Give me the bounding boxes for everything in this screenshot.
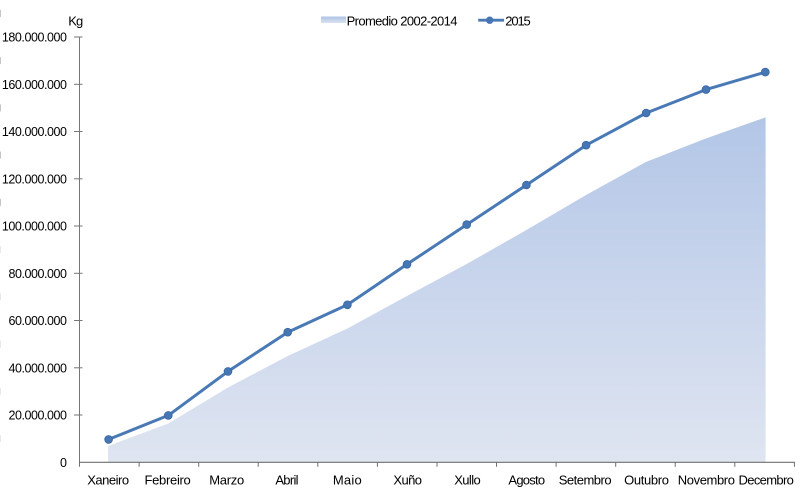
svg-text:0: 0	[60, 456, 67, 470]
svg-text:180.000.000: 180.000.000	[2, 31, 67, 45]
svg-text:Maio: Maio	[333, 473, 362, 488]
svg-text:Novembro: Novembro	[678, 473, 735, 488]
svg-text:60.000.000: 60.000.000	[8, 314, 67, 328]
svg-text:20.000.000: 20.000.000	[8, 409, 67, 423]
svg-text:Kg: Kg	[68, 14, 83, 29]
svg-text:40.000.000: 40.000.000	[8, 361, 67, 375]
svg-text:80.000.000: 80.000.000	[8, 267, 67, 281]
svg-text:2015: 2015	[505, 14, 530, 29]
svg-text:Abril: Abril	[275, 473, 298, 488]
svg-text:Decembro: Decembro	[739, 473, 794, 488]
svg-text:Marzo: Marzo	[209, 473, 244, 488]
svg-text:Xullo: Xullo	[454, 473, 480, 488]
svg-text:Outubro: Outubro	[624, 473, 669, 488]
svg-text:Xuño: Xuño	[393, 473, 421, 488]
svg-text:160.000.000: 160.000.000	[2, 78, 67, 92]
svg-text:Xaneiro: Xaneiro	[87, 473, 129, 488]
svg-text:Agosto: Agosto	[508, 473, 544, 488]
svg-text:140.000.000: 140.000.000	[2, 125, 67, 139]
svg-text:Promedio 2002-2014: Promedio 2002-2014	[347, 14, 458, 29]
svg-text:Febreiro: Febreiro	[144, 473, 190, 488]
svg-text:100.000.000: 100.000.000	[2, 220, 67, 234]
svg-text:120.000.000: 120.000.000	[2, 172, 67, 186]
svg-text:Setembro: Setembro	[559, 473, 612, 488]
